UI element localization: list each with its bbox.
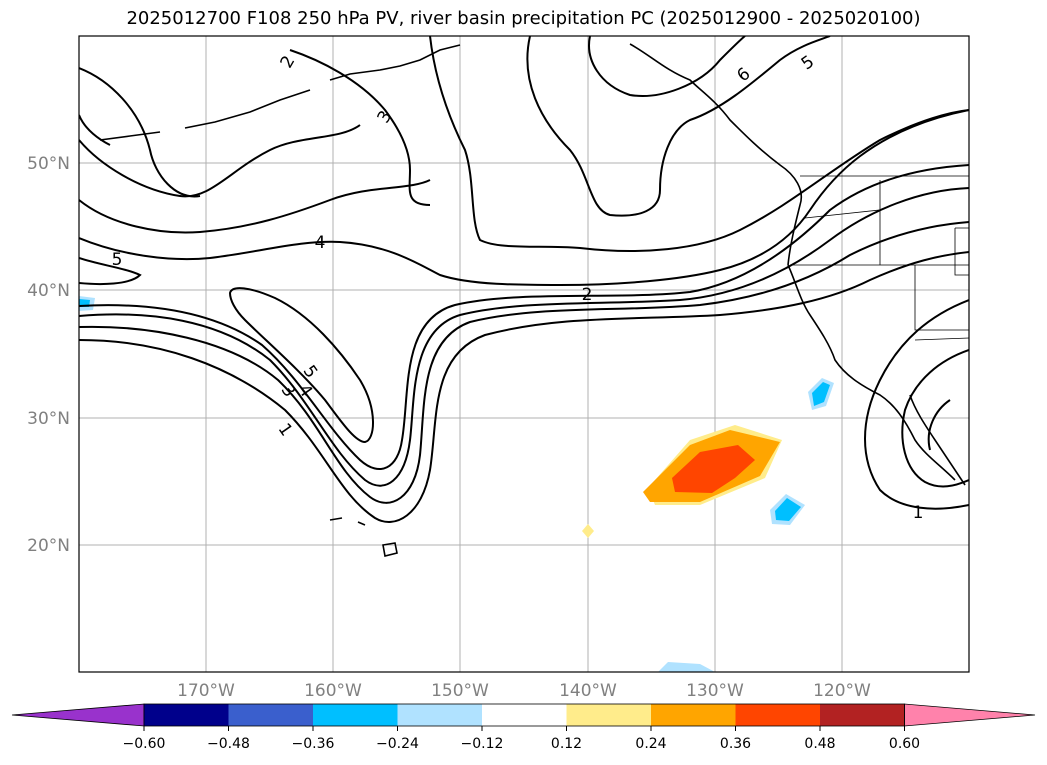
- colorbar-frame: [143, 703, 905, 727]
- colorbar-segment: [566, 704, 651, 726]
- colorbar-segment: [735, 704, 820, 726]
- colorbar-segment: [144, 704, 229, 726]
- pv-contour: [526, 36, 831, 217]
- pv-contour: [864, 299, 969, 510]
- lon-label: 160°W: [304, 681, 362, 701]
- pv-contour: [927, 399, 951, 451]
- colorbar-tick-label: −0.36: [292, 736, 335, 752]
- colorbar-extend-right: [904, 703, 1036, 727]
- pv-contours: [79, 36, 969, 523]
- pv-label: 4: [315, 233, 326, 253]
- pv-contour-labels: 2 3 6 5 4 5 2 5 3 4 1 1: [112, 52, 924, 523]
- positive-anomaly-core: [672, 445, 755, 493]
- pv-contour: [79, 179, 431, 234]
- lat-label: 50°N: [27, 154, 70, 174]
- map-title: 2025012700 F108 250 hPa PV, river basin …: [126, 8, 921, 29]
- pv-contour: [79, 114, 111, 146]
- pv-label: 1: [274, 420, 297, 440]
- pv-contour: [79, 187, 969, 487]
- pv-label: 5: [299, 362, 322, 382]
- colorbar-segment: [228, 704, 313, 726]
- pv-label: 2: [277, 52, 300, 71]
- colorbar-tick-label: −0.60: [123, 736, 166, 752]
- colorbar-segment: [482, 704, 567, 726]
- colorbar-segment: [313, 704, 398, 726]
- precip-shading: [79, 296, 834, 672]
- pv-label: 1: [913, 503, 924, 523]
- longitude-labels: 170°W 160°W 150°W 140°W 130°W 120°W: [177, 681, 871, 701]
- pv-label: 5: [112, 250, 123, 270]
- pv-contour: [228, 287, 374, 444]
- political-borders: [790, 175, 969, 341]
- pv-contour: [79, 221, 969, 504]
- us-mexico-border: [914, 337, 969, 341]
- lon-label: 140°W: [559, 681, 617, 701]
- colorbar-extend-left: [11, 703, 145, 727]
- pv-contour: [79, 109, 969, 287]
- lon-label: 130°W: [686, 681, 744, 701]
- negative-anomaly-1: [812, 382, 830, 406]
- latitude-labels: 50°N 40°N 30°N 20°N: [27, 154, 70, 556]
- aleutian-islands: [99, 44, 461, 141]
- small-positive-anomaly: [582, 524, 594, 538]
- lon-label: 150°W: [431, 681, 489, 701]
- colorbar-tick-label: 0.60: [889, 736, 920, 752]
- lat-label: 40°N: [27, 281, 70, 301]
- map-frame: [78, 35, 970, 673]
- pv-contour: [901, 349, 969, 488]
- pv-contour: [429, 36, 969, 252]
- colorbar-segment: [651, 704, 736, 726]
- pv-contour: [79, 67, 201, 198]
- hawaii-islands: [329, 517, 398, 557]
- colorbar-tick-label: −0.24: [376, 736, 419, 752]
- negative-anomaly-2: [775, 498, 801, 521]
- colorbar-tick-label: 0.12: [551, 736, 582, 752]
- colorbar-tick-label: −0.12: [461, 736, 504, 752]
- coastlines: [99, 43, 966, 557]
- colorbar-segment: [820, 704, 905, 726]
- pv-contour: [79, 257, 142, 286]
- pv-contour: [79, 164, 969, 471]
- colorbar-segment: [397, 704, 482, 726]
- pv-label: 2: [582, 285, 593, 305]
- colorbar-tick-label: 0.36: [720, 736, 751, 752]
- colorbar-tick-label: 0.24: [635, 736, 666, 752]
- state-borders: [790, 180, 969, 331]
- lat-label: 20°N: [27, 536, 70, 556]
- pv-contour: [289, 49, 431, 206]
- alaska-coast: [629, 43, 802, 266]
- pv-label: 5: [798, 52, 818, 75]
- lon-label: 120°W: [813, 681, 871, 701]
- colorbar: −0.60 −0.48 −0.36 −0.24 −0.12 0.12 0.24 …: [11, 703, 1036, 752]
- pv-contour: [79, 124, 361, 198]
- gridlines: [79, 36, 969, 672]
- baja-coast: [909, 394, 966, 486]
- lat-label: 30°N: [27, 409, 70, 429]
- north-america-coast: [787, 264, 956, 481]
- pv-contour: [588, 36, 746, 97]
- lon-label: 170°W: [177, 681, 235, 701]
- pv-contour: [79, 251, 969, 523]
- negative-anomaly-4: [658, 662, 715, 672]
- colorbar-tick-label: 0.48: [804, 736, 835, 752]
- colorbar-tick-label: −0.48: [207, 736, 250, 752]
